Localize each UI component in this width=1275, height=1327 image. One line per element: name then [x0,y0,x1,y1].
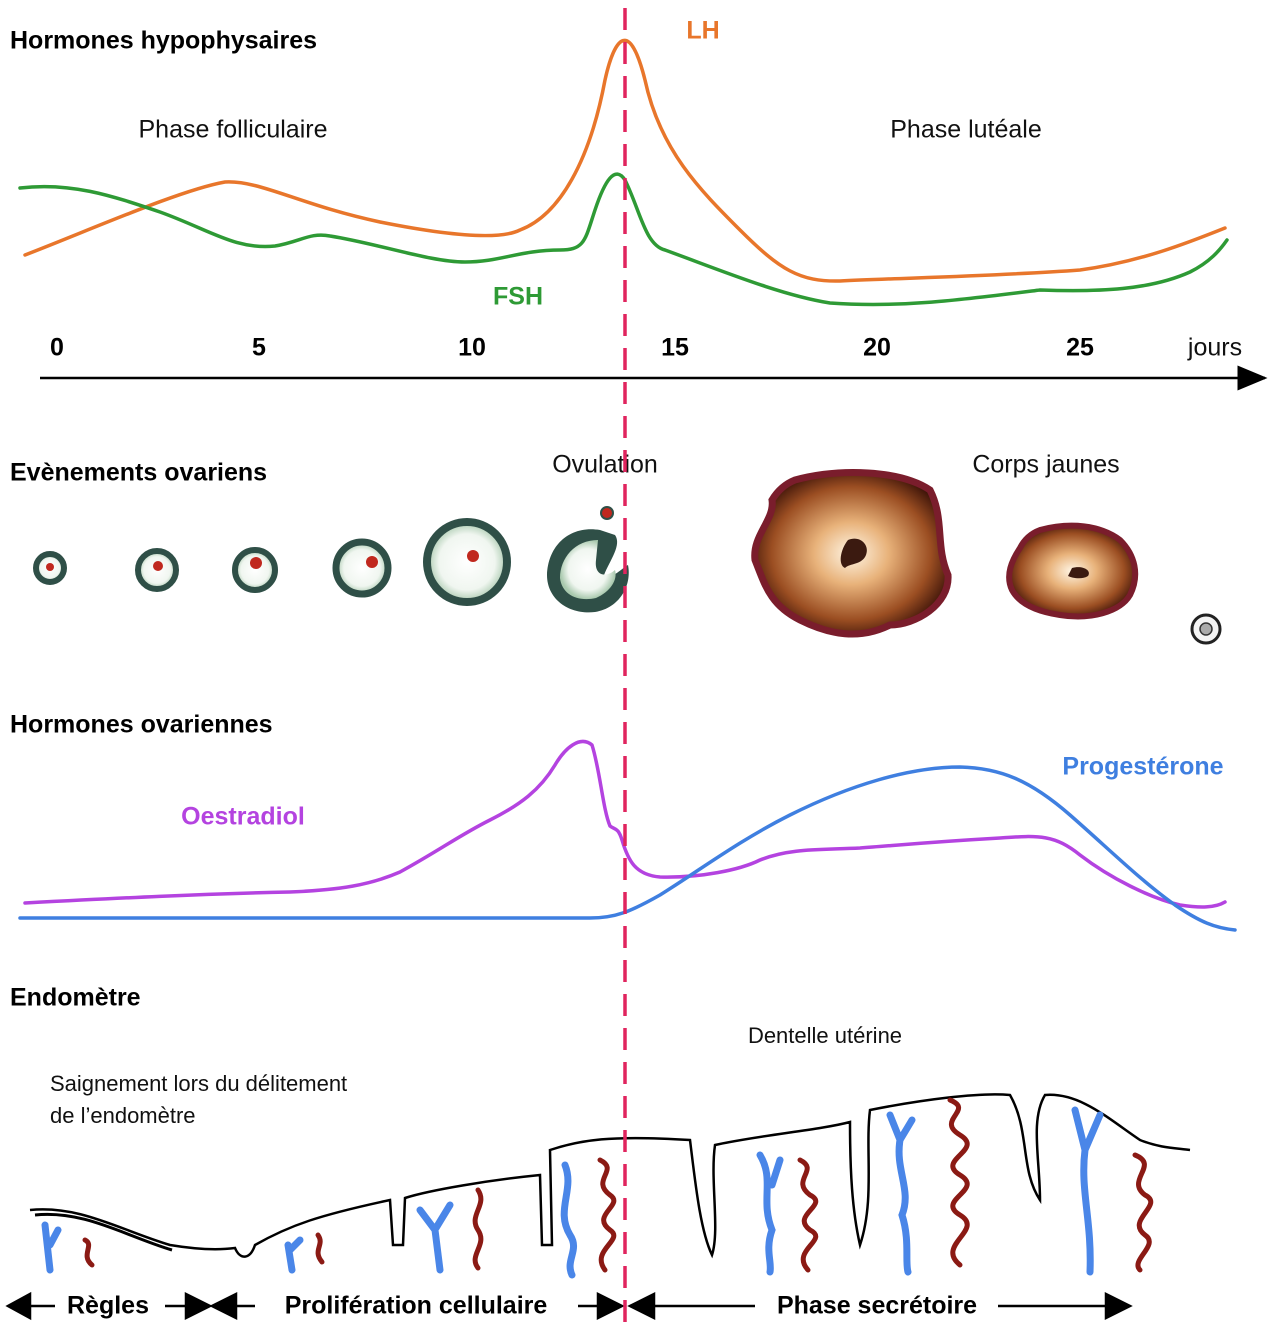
oocyte [366,556,378,568]
phase-label: Phase folliculaire [139,116,328,144]
ovulation-label: Ovulation [552,451,658,479]
oestradiol-curve [23,739,1227,909]
axis-tick-label: 5 [252,334,266,362]
fsh-curve [18,172,1229,307]
shedding-layer [34,1212,173,1252]
phase-arrows [5,1291,1133,1321]
corpus-center [840,538,867,568]
endometrium-surface [29,1093,1191,1259]
axis-tick-label: 15 [661,334,689,362]
progesterone-curve [18,765,1237,932]
axis-tick-label: 25 [1066,334,1094,362]
corpus-luteum-label: Corps jaunes [972,451,1119,479]
oestradiol-label: Oestradiol [181,803,305,831]
phase-label: Règles [67,1292,149,1320]
follicles [33,506,629,613]
bleeding-label: Saignement lors du délitement [50,1071,347,1096]
arrow-head [184,1291,213,1321]
axis-ticks: 0 5 10 15 20 25 [50,334,1094,362]
axis-unit: jours [1187,334,1242,362]
oocyte [250,557,262,569]
corpus-albicans-core [1199,622,1213,636]
arrow-head [596,1291,625,1321]
arrow-head [5,1291,32,1321]
oocyte [153,561,163,571]
corpus-center [1068,567,1089,579]
oocyte [467,550,479,562]
follicle-cavity [560,540,616,600]
lh-curve [23,38,1227,283]
section-title: Hormones hypophysaires [10,27,317,55]
progesterone-label: Progestérone [1062,753,1223,781]
follicle [423,518,511,606]
lh-label: LH [686,17,719,45]
oocyte [600,506,614,520]
axis-tick-label: 10 [458,334,486,362]
corpora-lutea [751,469,1222,645]
endometrium-outline [29,1093,1191,1259]
section-title: Evènements ovariens [10,459,267,487]
phase-label: Prolifération cellulaire [285,1292,548,1320]
phase-label: Phase secrétoire [777,1292,977,1320]
phase-label: Phase lutéale [890,116,1042,144]
bleeding-label: de l’endomètre [50,1103,196,1128]
lace-label: Dentelle utérine [748,1023,902,1048]
arrow-head [1104,1291,1133,1321]
fsh-label: FSH [493,283,543,311]
follicle [332,538,392,598]
section-title: Hormones ovariennes [10,711,273,739]
phase-labels: Règles Prolifération cellulaire Phase secr… [67,1292,977,1320]
arteries [82,1097,1154,1273]
follicle [232,547,278,593]
axis-tick-label: 20 [863,334,891,362]
glands [41,1106,1104,1279]
oocyte [46,563,54,571]
axis-tick-label: 0 [50,334,64,362]
section-title: Endomètre [10,984,141,1012]
